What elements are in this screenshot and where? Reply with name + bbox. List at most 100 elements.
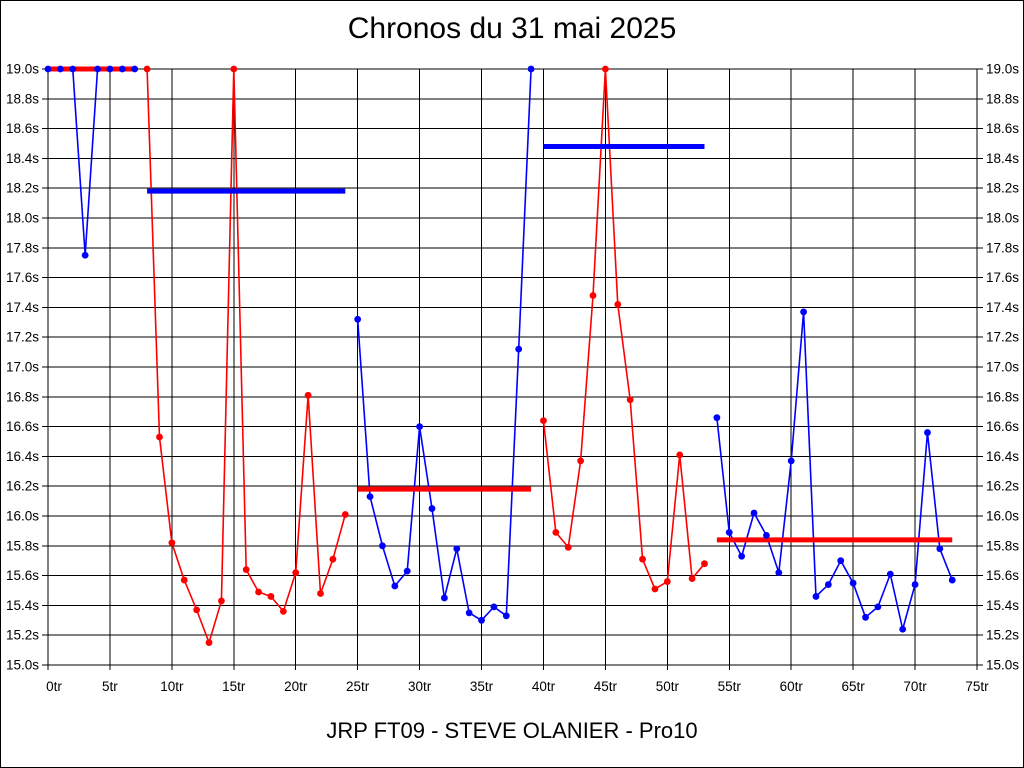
y-tick-label: 17.6s xyxy=(986,270,1019,285)
x-tick-label: 55tr xyxy=(718,679,742,694)
data-point-marker xyxy=(81,251,89,259)
data-point-marker xyxy=(490,603,498,611)
data-point-marker xyxy=(242,566,250,574)
data-point-marker xyxy=(577,457,585,465)
x-tick-label: 75tr xyxy=(965,679,989,694)
x-tick-label: 20tr xyxy=(284,679,308,694)
y-tick-label: 15.8s xyxy=(6,538,39,553)
y-tick-label: 15.0s xyxy=(6,658,39,673)
y-tick-label: 15.6s xyxy=(986,568,1019,583)
x-tick-label: 65tr xyxy=(842,679,866,694)
data-point-marker xyxy=(738,552,746,560)
y-tick-label: 18.8s xyxy=(986,91,1019,106)
data-point-marker xyxy=(341,511,349,518)
data-point-marker xyxy=(614,301,622,308)
data-point-marker xyxy=(886,570,894,578)
data-point-marker xyxy=(589,292,597,299)
data-point-marker xyxy=(416,423,423,430)
data-point-marker xyxy=(478,616,485,624)
data-point-marker xyxy=(527,65,535,73)
y-tick-label: 17.0s xyxy=(986,360,1019,375)
x-axis-labels: 0tr 5tr 10tr 15tr 20tr 25tr 30tr 35tr 40tr 45tr 50… xyxy=(46,665,989,694)
data-point-marker xyxy=(725,528,733,536)
data-point-marker xyxy=(267,593,275,600)
data-point-marker xyxy=(205,639,213,647)
y-tick-label: 17.8s xyxy=(6,240,39,255)
y-tick-label: 16.6s xyxy=(986,419,1019,434)
data-point-marker xyxy=(156,433,163,441)
y-tick-label: 16.8s xyxy=(986,389,1019,404)
y-tick-label: 18.2s xyxy=(986,181,1019,196)
data-point-marker xyxy=(118,65,126,73)
data-point-marker xyxy=(862,613,869,621)
data-point-marker xyxy=(465,609,473,617)
y-tick-label: 18.8s xyxy=(6,91,39,106)
data-point-marker xyxy=(763,531,770,539)
data-point-marker xyxy=(775,569,783,577)
y-tick-label: 16.0s xyxy=(6,509,39,524)
y-tick-label: 16.8s xyxy=(6,389,39,404)
chart-footer: JRP FT09 - STEVE OLANIER - Pro10 xyxy=(326,718,698,743)
x-tick-label: 60tr xyxy=(780,679,804,694)
data-point-marker xyxy=(812,593,820,600)
data-point-marker xyxy=(602,65,609,73)
grid-layer xyxy=(47,68,978,666)
data-point-marker xyxy=(824,581,832,588)
y-tick-label: 17.2s xyxy=(986,330,1019,345)
series-line-stint-3 xyxy=(356,68,532,622)
y-tick-label: 17.6s xyxy=(6,270,39,285)
data-point-marker xyxy=(552,528,560,536)
y-tick-label: 15.8s xyxy=(986,538,1019,553)
chart-title: Chronos du 31 mai 2025 xyxy=(347,12,677,45)
y-tick-label: 18.6s xyxy=(986,121,1019,136)
data-point-marker xyxy=(899,625,907,633)
y-tick-label: 17.4s xyxy=(6,300,39,315)
y-tick-label: 18.4s xyxy=(986,151,1019,166)
x-tick-label: 15tr xyxy=(222,679,246,694)
y-tick-label: 15.4s xyxy=(6,598,39,613)
x-tick-label: 40tr xyxy=(532,679,556,694)
data-point-marker xyxy=(180,576,188,584)
data-point-marker xyxy=(750,509,758,517)
y-tick-label: 18.2s xyxy=(6,181,39,196)
data-point-marker xyxy=(502,612,510,620)
data-point-marker xyxy=(849,579,857,587)
y-tick-label: 16.2s xyxy=(986,479,1019,494)
y-axis-labels-right: 19.0s 18.8s 18.6s 18.4s 18.2s 18.0s 17.8s 17.6s… xyxy=(977,62,1019,673)
y-tick-label: 16.2s xyxy=(6,479,39,494)
y-tick-label: 16.6s xyxy=(6,419,39,434)
markers-layer xyxy=(44,65,956,647)
series-layer xyxy=(48,68,953,644)
data-point-marker xyxy=(676,451,684,459)
series-line-stint-5 xyxy=(716,311,953,631)
x-tick-label: 0tr xyxy=(46,679,62,694)
x-tick-label: 10tr xyxy=(160,679,184,694)
data-point-marker xyxy=(56,65,64,73)
data-point-marker xyxy=(379,542,386,550)
data-point-marker xyxy=(391,582,399,590)
x-tick-label: 70tr xyxy=(903,679,927,694)
data-point-marker xyxy=(131,65,139,73)
y-tick-label: 17.8s xyxy=(986,240,1019,255)
data-point-marker xyxy=(304,391,312,399)
data-point-marker xyxy=(44,65,52,73)
data-point-marker xyxy=(515,345,523,353)
data-point-marker xyxy=(279,607,287,615)
data-point-marker xyxy=(230,65,238,73)
data-point-marker xyxy=(924,429,931,436)
data-point-marker xyxy=(688,575,696,582)
data-point-marker xyxy=(787,457,795,465)
data-point-marker xyxy=(428,505,436,512)
data-point-marker xyxy=(292,569,300,577)
data-point-marker xyxy=(837,557,845,565)
y-tick-label: 17.4s xyxy=(986,300,1019,315)
y-tick-label: 17.0s xyxy=(6,360,39,375)
y-tick-label: 18.6s xyxy=(6,121,39,136)
data-point-marker xyxy=(106,65,114,73)
data-point-marker xyxy=(651,585,659,593)
data-point-marker xyxy=(701,560,708,568)
y-tick-label: 16.0s xyxy=(986,509,1019,524)
x-tick-label: 25tr xyxy=(346,679,370,694)
data-point-marker xyxy=(193,606,201,614)
